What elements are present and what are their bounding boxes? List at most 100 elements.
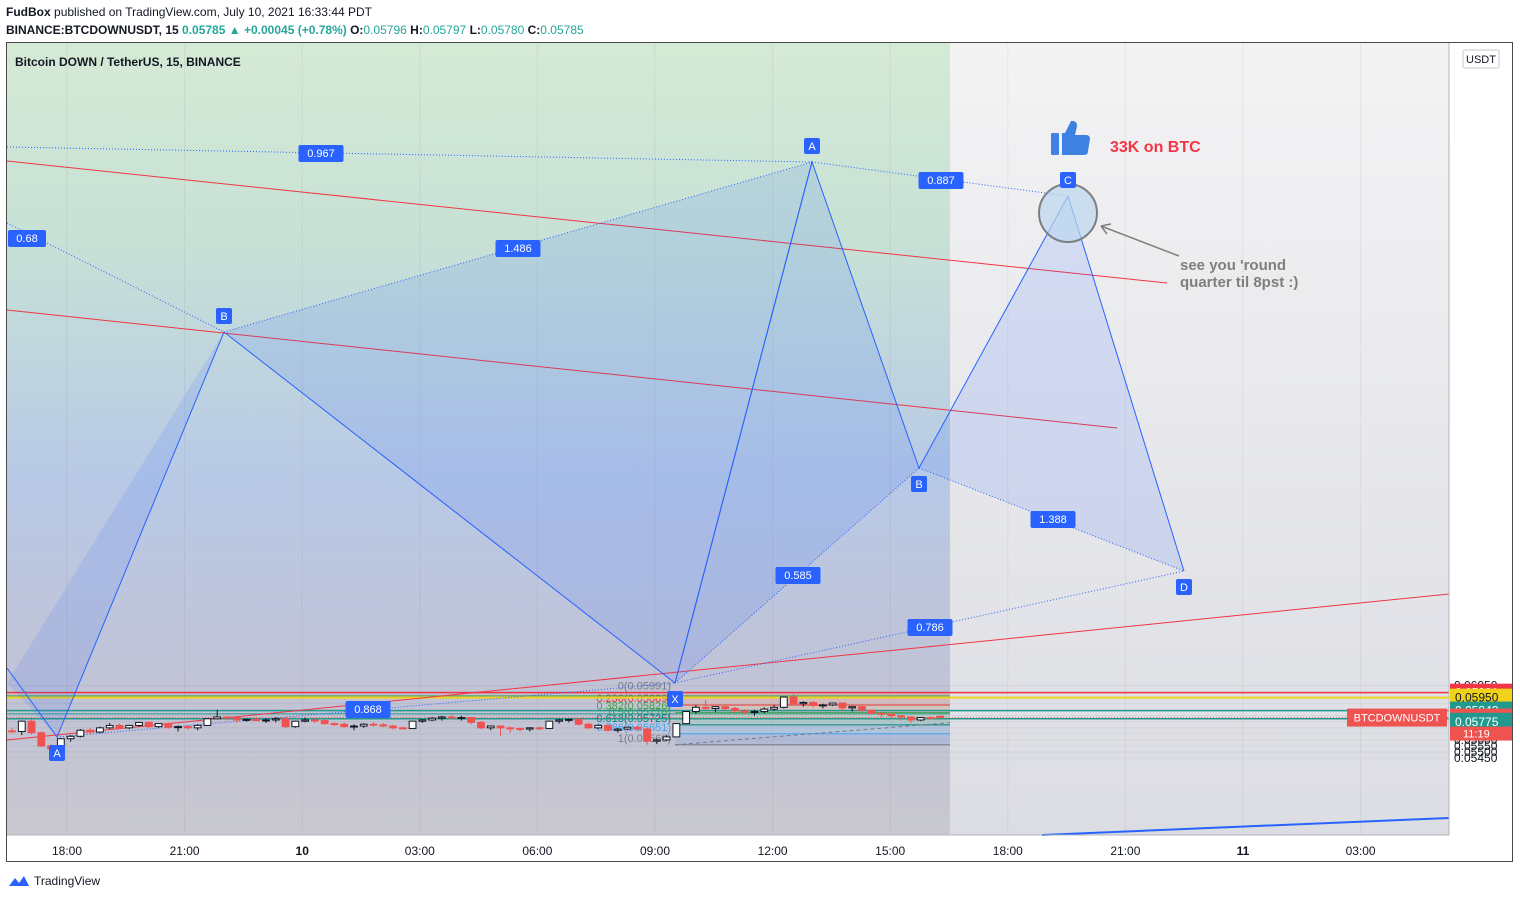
price-label-text: 0.05950 [1455,691,1499,705]
pattern-point-b[interactable]: B [911,476,927,492]
pattern-point-a[interactable]: A [49,745,65,761]
candle-body [721,706,730,710]
high-label: H: [410,23,423,37]
red-note: 33K on BTC [1110,139,1201,156]
footer-brand[interactable]: TradingView [34,874,101,888]
x-tick-label: 18:00 [993,844,1023,858]
footer: TradingView [8,874,100,888]
candle-body [301,719,310,722]
candle-down [906,716,915,724]
candle-body [154,723,163,728]
candle-up [213,709,222,720]
ratio-label-text: 0.585 [784,570,812,582]
ratio-label[interactable]: 0.585 [775,567,821,584]
pattern-point-x[interactable]: X [667,691,683,707]
fib-level-label: 0(0.05991) [618,681,671,693]
author-name[interactable]: FudBox [6,5,51,19]
y-tick-label: 0.05550 [1454,739,1498,753]
candle-body [447,716,456,719]
symbol-line: BINANCE:BTCDOWNUSDT, 15 [6,23,179,37]
candle-up [799,701,808,707]
price-chart[interactable]: 0(0.05991)0.236(0.05889)0.382(0.05826)0.… [7,43,1512,861]
candle-body [17,720,26,732]
candle-body [662,736,671,741]
candle-down [858,706,866,713]
candle-body [516,727,524,730]
pattern-point-label: A [53,748,61,760]
symbol-badge[interactable]: BTCDOWNUSDT [1347,708,1447,727]
pattern-point-box [1060,172,1076,188]
candle-body [477,721,485,729]
pattern-point-d[interactable]: D [1176,579,1192,595]
ratio-label-box [1030,511,1076,528]
pattern-labels[interactable]: A B X A B C D 0.967 0.68 1.486 0.887 1.388 0.585 0.78… [8,138,1192,761]
annotation-gray-note[interactable]: see you 'round quarter til 8pst :) [1100,223,1298,291]
x-tick-label: 03:00 [405,844,435,858]
candle-body [897,715,905,718]
ratio-label[interactable]: 0.967 [298,145,344,162]
trend-line-upper[interactable] [7,160,1168,284]
candle-body [379,724,388,727]
ratio-label-box [298,145,344,162]
candle-up [525,727,534,732]
candle-body [594,724,603,729]
candle-up [760,707,769,714]
candle-down [506,726,515,733]
ratio-label-text: 0.887 [927,175,955,187]
ratio-label[interactable]: 1.388 [1030,511,1076,528]
ratio-label[interactable]: 1.486 [495,240,541,257]
candle-body [838,702,847,709]
candle-body [252,718,261,722]
candle-body [613,728,622,731]
candle-body [789,696,798,705]
ratio-label-box [775,567,821,584]
candle-down [330,722,339,727]
candle-body [545,720,554,729]
fib-level-label: 0.382(0.05826) [596,701,671,713]
x-tick-label: 15:00 [875,844,905,858]
candle-body [310,719,319,722]
pattern-point-box [1176,579,1192,595]
candle-up [271,716,280,723]
candle-up [828,702,837,707]
ohlc-line: BINANCE:BTCDOWNUSDT, 15 0.05785 ▲ +0.000… [6,23,584,37]
candle-up [408,720,417,730]
trend-line-lower[interactable] [7,593,1450,741]
candle-up [418,719,427,724]
pattern-point-b[interactable]: B [216,308,232,324]
candle-body [340,723,349,728]
candle-body [770,706,778,710]
candle-down [584,723,593,730]
open-label: O: [350,23,364,37]
candle-body [848,706,857,709]
target-circle[interactable] [1038,183,1098,243]
ratio-label[interactable]: 0.68 [8,230,46,247]
fib-zone [675,724,950,734]
ratio-label[interactable]: 0.786 [907,619,953,636]
candle-down [633,726,642,732]
countdown-box [1450,726,1512,741]
candle-body [320,720,329,725]
chart-frame[interactable]: 0(0.05991) 0.236(0.05889) 0.382(0.05826) 0.… [6,42,1513,862]
price-label-0.05775[interactable]: 0.05775 [1450,712,1512,731]
candle-up [672,723,681,738]
candle-body [408,720,417,729]
pattern-point-c[interactable]: C [1060,172,1076,188]
annotation-33k[interactable]: 33K on BTC [1051,121,1201,156]
pattern-point-a[interactable]: A [804,138,820,154]
candle-body [213,716,222,720]
fib-trend-line [674,722,951,746]
trend-lines[interactable] [7,160,1450,836]
ratio-label[interactable]: 0.868 [345,701,391,718]
trend-line-blue[interactable] [1041,817,1450,836]
trend-line-middle[interactable] [7,309,1118,429]
candle-down [447,714,456,720]
candle-down [574,718,583,726]
candle-down [809,701,818,708]
close-value: 0.05785 [540,23,584,37]
ratio-label[interactable]: 0.887 [918,172,964,189]
xabcd-pattern[interactable] [7,146,1185,739]
candle-down [701,700,710,711]
candle-up [242,718,251,722]
currency-button[interactable]: USDT [1462,49,1500,69]
